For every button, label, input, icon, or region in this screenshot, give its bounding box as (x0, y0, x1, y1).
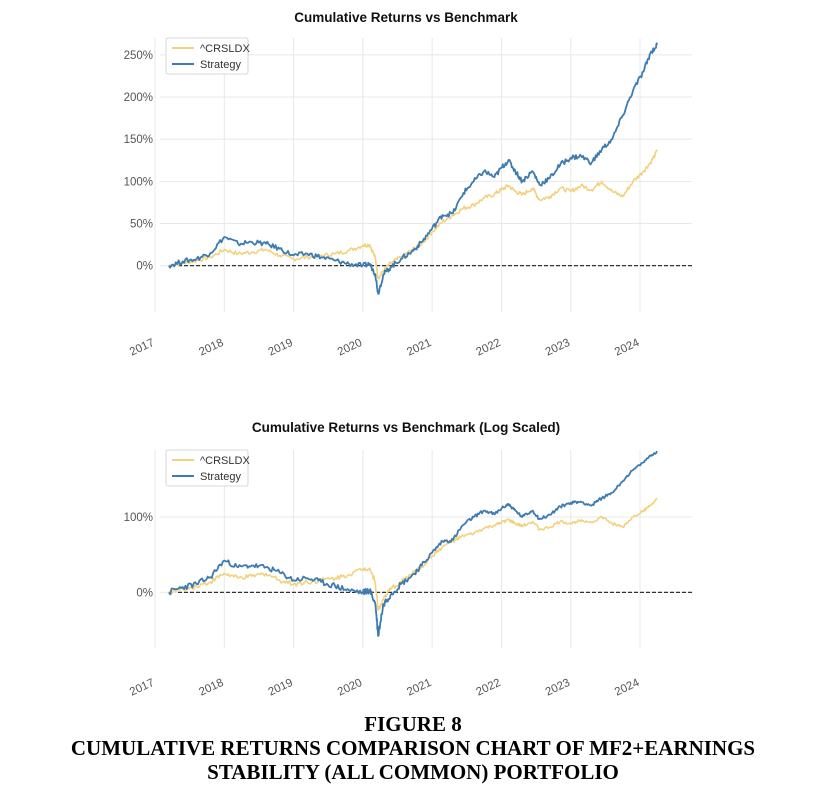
y-tick-label: 50% (130, 218, 153, 230)
y-tick-label: 100% (124, 512, 153, 524)
y-tick-label: 100% (124, 176, 153, 188)
series-line-strategy (168, 42, 659, 295)
y-tick-label: 0% (136, 587, 153, 599)
chart-title: Cumulative Returns vs Benchmark (294, 10, 518, 25)
legend: ^CRSLDX Strategy (165, 37, 250, 75)
x-tick-label: 2024 (613, 677, 642, 699)
x-tick-label: 2017 (128, 677, 156, 699)
figure-caption-line-1: CUMULATIVE RETURNS COMPARISON CHART OF M… (70, 736, 756, 760)
cumulative-returns-log-chart: Cumulative Returns vs Benchmark (Log Sca… (124, 420, 692, 699)
cumulative-returns-chart: Cumulative Returns vs Benchmark 0% 50% 100… (124, 10, 692, 359)
x-tick-label: 2022 (474, 677, 502, 699)
x-tick-label: 2020 (336, 337, 364, 359)
legend-label-crsldx: ^CRSLDX (200, 455, 250, 467)
series-line-crsldx (168, 497, 658, 611)
x-tick-label: 2019 (267, 677, 295, 699)
x-tick-label: 2019 (267, 337, 295, 359)
y-tick-label: 200% (124, 92, 153, 104)
chart-title-log: Cumulative Returns vs Benchmark (Log Sca… (252, 420, 560, 435)
x-tick-label: 2018 (197, 677, 225, 699)
x-tick-label: 2018 (197, 337, 225, 359)
legend-label-strategy: Strategy (200, 59, 241, 71)
x-tick-label: 2023 (544, 337, 572, 359)
x-tick-label: 2017 (128, 337, 156, 359)
figure-caption-line-2: STABILITY (ALL COMMON) PORTFOLIO (207, 760, 619, 784)
y-tick-label: 250% (124, 50, 153, 62)
legend-label-crsldx: ^CRSLDX (200, 43, 250, 55)
figure-caption: FIGURE 8 CUMULATIVE RETURNS COMPARISON C… (0, 712, 826, 784)
x-tick-label: 2022 (474, 337, 502, 359)
x-tick-label: 2021 (405, 337, 433, 359)
series-line-crsldx (168, 149, 658, 280)
x-tick-label: 2020 (336, 677, 364, 699)
x-tick-label: 2023 (544, 677, 572, 699)
legend-label-strategy: Strategy (200, 471, 241, 483)
x-tick-label: 2021 (405, 677, 433, 699)
legend: ^CRSLDX Strategy (165, 449, 250, 487)
series-line-strategy (168, 450, 658, 637)
x-tick-label: 2024 (613, 337, 642, 359)
figure-label: FIGURE 8 (364, 712, 462, 736)
y-tick-label: 150% (124, 134, 153, 146)
y-tick-label: 0% (136, 261, 153, 273)
